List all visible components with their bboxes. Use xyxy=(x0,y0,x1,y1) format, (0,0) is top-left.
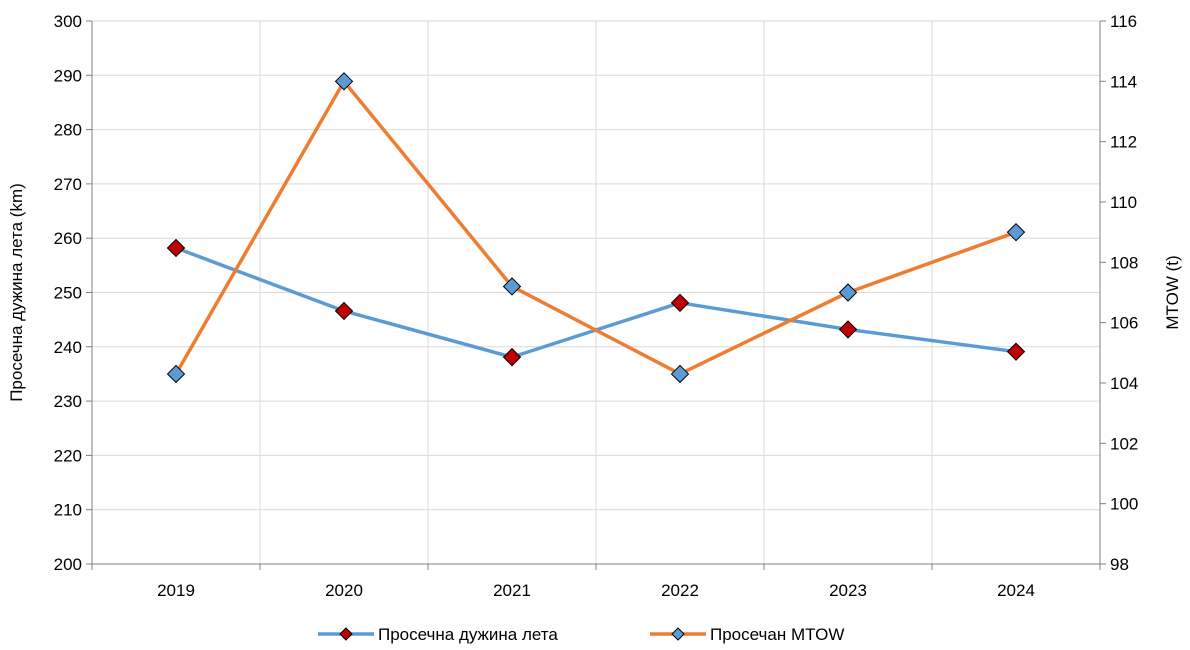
y-right-tick-label: 116 xyxy=(1110,12,1137,31)
data-point xyxy=(166,238,186,258)
y-left-tick-label: 260 xyxy=(54,229,82,248)
legend-item-1: Просечна дужина лета xyxy=(318,625,558,644)
y-right-tick-label: 110 xyxy=(1110,193,1137,212)
data-point xyxy=(166,364,186,384)
y-right-tick-label: 102 xyxy=(1110,434,1138,453)
y-right-tick-label: 112 xyxy=(1110,133,1137,152)
y-right-tick-label: 104 xyxy=(1110,374,1138,393)
x-tick-label: 2023 xyxy=(829,581,867,600)
y-right-tick-label: 98 xyxy=(1110,555,1129,574)
y-right-tick-label: 100 xyxy=(1110,495,1138,514)
data-point xyxy=(670,293,690,313)
y-left-tick-label: 220 xyxy=(54,446,82,465)
y-left-tick-label: 230 xyxy=(54,392,82,411)
data-point xyxy=(1006,342,1026,361)
y-left-tick-label: 200 xyxy=(54,555,82,574)
data-point xyxy=(502,347,522,367)
y-left-tick-label: 210 xyxy=(54,501,82,520)
data-point xyxy=(502,277,522,296)
series-layer xyxy=(166,72,1026,384)
y-right-tick-label: 108 xyxy=(1110,253,1138,272)
y-left-tick-label: 240 xyxy=(54,338,82,357)
y-axis-left-label: Просечна дужина лета (km) xyxy=(7,183,26,402)
y-left-tick-label: 270 xyxy=(54,175,82,194)
data-point xyxy=(838,283,858,302)
y-right-tick-label: 114 xyxy=(1110,72,1137,91)
x-tick-label: 2024 xyxy=(997,581,1035,600)
y-left-tick-label: 280 xyxy=(54,121,82,140)
data-point xyxy=(838,320,858,339)
y-left-tick-label: 290 xyxy=(54,66,82,85)
y-right-tick-label: 106 xyxy=(1110,314,1138,333)
data-point xyxy=(1006,222,1026,242)
data-point xyxy=(334,301,354,321)
y-axis-right-label: MTOW (t) xyxy=(1163,255,1182,329)
y-left-tick-label: 250 xyxy=(54,284,82,303)
gridlines xyxy=(92,20,1100,564)
legend-label: Просечна дужина лета xyxy=(378,625,558,644)
x-tick-label: 2021 xyxy=(493,581,531,600)
x-tick-label: 2022 xyxy=(661,581,699,600)
axes: 200 210 220 230 240 250 260 270 280 290 300 98 100 10… xyxy=(54,12,1139,600)
series-line xyxy=(174,79,1017,376)
data-point xyxy=(334,72,354,91)
series-2 xyxy=(166,72,1026,384)
y-left-tick-label: 300 xyxy=(54,12,82,31)
legend-marker xyxy=(339,627,353,641)
legend-item-2: Просечан MTOW xyxy=(650,625,844,644)
x-tick-label: 2019 xyxy=(157,581,195,600)
x-tick-label: 2020 xyxy=(325,581,363,600)
legend: Просечна дужина лета Просечан MTOW xyxy=(318,625,844,644)
legend-label: Просечан MTOW xyxy=(710,625,844,644)
legend-marker xyxy=(671,627,685,641)
data-point xyxy=(670,364,690,384)
